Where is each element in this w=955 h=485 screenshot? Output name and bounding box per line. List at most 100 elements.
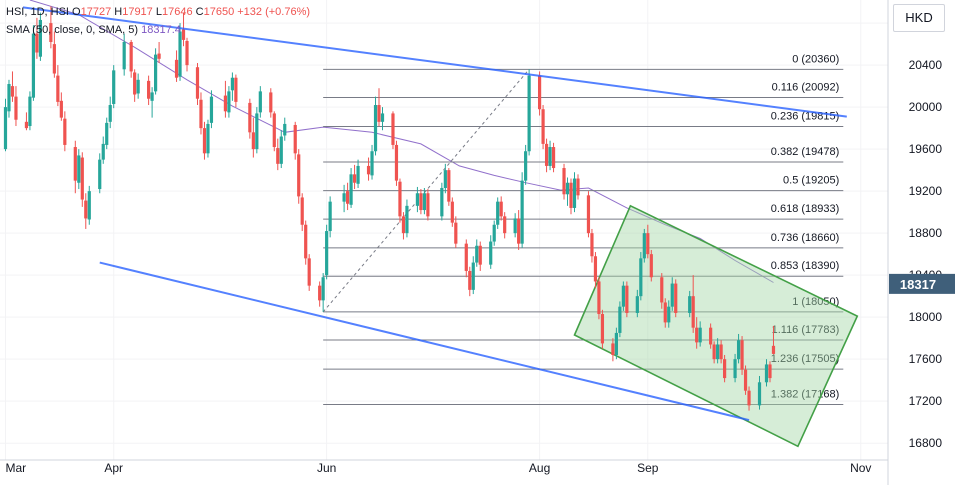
sma-label: SMA (50, close, 0, SMA, 5) (6, 24, 139, 36)
time-tick-label: Jun (317, 461, 336, 475)
candle (10, 71, 15, 102)
candle-body (398, 181, 402, 217)
fib-level-label: 0.116 (20092) (772, 81, 840, 93)
candle (757, 375, 762, 410)
candle-body (670, 283, 674, 307)
candle-body (698, 327, 702, 343)
candle (49, 6, 53, 49)
candle (136, 73, 140, 99)
currency-button[interactable]: HKD (893, 4, 945, 32)
candle-body (380, 113, 385, 122)
candle-body (663, 302, 667, 323)
candle-body (230, 77, 234, 91)
candle-body (112, 70, 116, 104)
price-tick-label: 17600 (909, 352, 943, 366)
candle-body (297, 154, 301, 197)
fib-level-label: 1.116 (17783) (772, 324, 840, 336)
candle (743, 365, 748, 395)
candles-layer (3, 6, 776, 411)
sma-legend[interactable]: SMA (50, close, 0, SMA, 5) 18317.4 (6, 24, 181, 36)
fib-dashed-connector (322, 68, 530, 313)
candle-body (370, 151, 374, 176)
candle-body (129, 42, 133, 72)
candle-body (450, 201, 454, 223)
candle-body (646, 233, 650, 255)
candle-body (122, 42, 126, 70)
candle (422, 187, 426, 215)
candle-body (223, 95, 228, 112)
candle-body (59, 100, 63, 118)
candle (443, 163, 447, 194)
channel-box-layer[interactable] (573, 204, 859, 448)
candle (122, 33, 126, 76)
candle (464, 239, 468, 278)
close-value: 17650 (203, 6, 235, 18)
candle (716, 338, 720, 364)
candle (586, 191, 591, 238)
candle (185, 37, 189, 72)
candle (747, 386, 751, 411)
candle (38, 12, 42, 61)
candle-body (600, 314, 605, 344)
candle-body (419, 193, 423, 211)
candle (14, 86, 18, 127)
candle (356, 159, 360, 188)
candle (209, 90, 214, 129)
fib-level-label: 1.236 (17505) (771, 353, 840, 365)
symbol-label[interactable]: HSI, 1D, HSI (6, 6, 69, 18)
candle-body (478, 245, 482, 265)
candle-body (712, 344, 716, 360)
high-value: 17917 (122, 6, 153, 18)
trendlines-layer[interactable] (22, 6, 847, 422)
candle-body (35, 33, 39, 53)
candle (478, 241, 482, 271)
candle-body (572, 178, 577, 208)
candle-body (84, 200, 88, 219)
candle (380, 107, 385, 131)
price-tick-label: 20000 (909, 100, 943, 114)
candle-body (642, 233, 646, 259)
candle-body (639, 258, 643, 297)
candle-body (635, 296, 639, 313)
candle (251, 117, 255, 158)
candle (101, 136, 105, 164)
candle (255, 107, 259, 154)
candle (489, 235, 493, 269)
candle-body (356, 165, 360, 184)
fib-level-label: 0.853 (18390) (771, 260, 840, 272)
candle-body (377, 105, 381, 122)
candle-body (98, 159, 102, 190)
candle (199, 92, 203, 135)
candle (401, 212, 406, 240)
candle-body (695, 327, 699, 343)
candle-body (747, 390, 751, 406)
fibonacci-extension[interactable]: 0 (20360) 0.116 (20092) 0.236 (19815) 0.382… (322, 53, 844, 406)
candle (513, 213, 517, 238)
candle (370, 144, 374, 180)
candle-body (153, 54, 158, 92)
candle-body (719, 344, 723, 360)
candle-body (440, 187, 444, 217)
candle-body (614, 332, 618, 355)
candle (740, 336, 744, 375)
candle-body (24, 121, 29, 129)
candle (391, 111, 395, 150)
candle (415, 186, 420, 213)
candle-body (771, 345, 776, 354)
candle (541, 105, 545, 150)
candle-body (234, 77, 238, 102)
candle (174, 50, 179, 82)
price-tick-label: 17200 (909, 394, 943, 408)
time-tick-label: Aug (529, 461, 550, 475)
fib-level-label: 0.618 (18933) (771, 203, 840, 215)
candle-body (422, 193, 426, 211)
candle-body (471, 262, 475, 290)
candle (283, 117, 287, 141)
price-tick-label: 20400 (909, 58, 943, 72)
change-value: +132 (+0.76%) (237, 6, 311, 18)
fib-level-label: 0.736 (18660) (771, 232, 840, 244)
candle (719, 340, 723, 364)
candle (614, 327, 618, 360)
candle (195, 63, 200, 106)
